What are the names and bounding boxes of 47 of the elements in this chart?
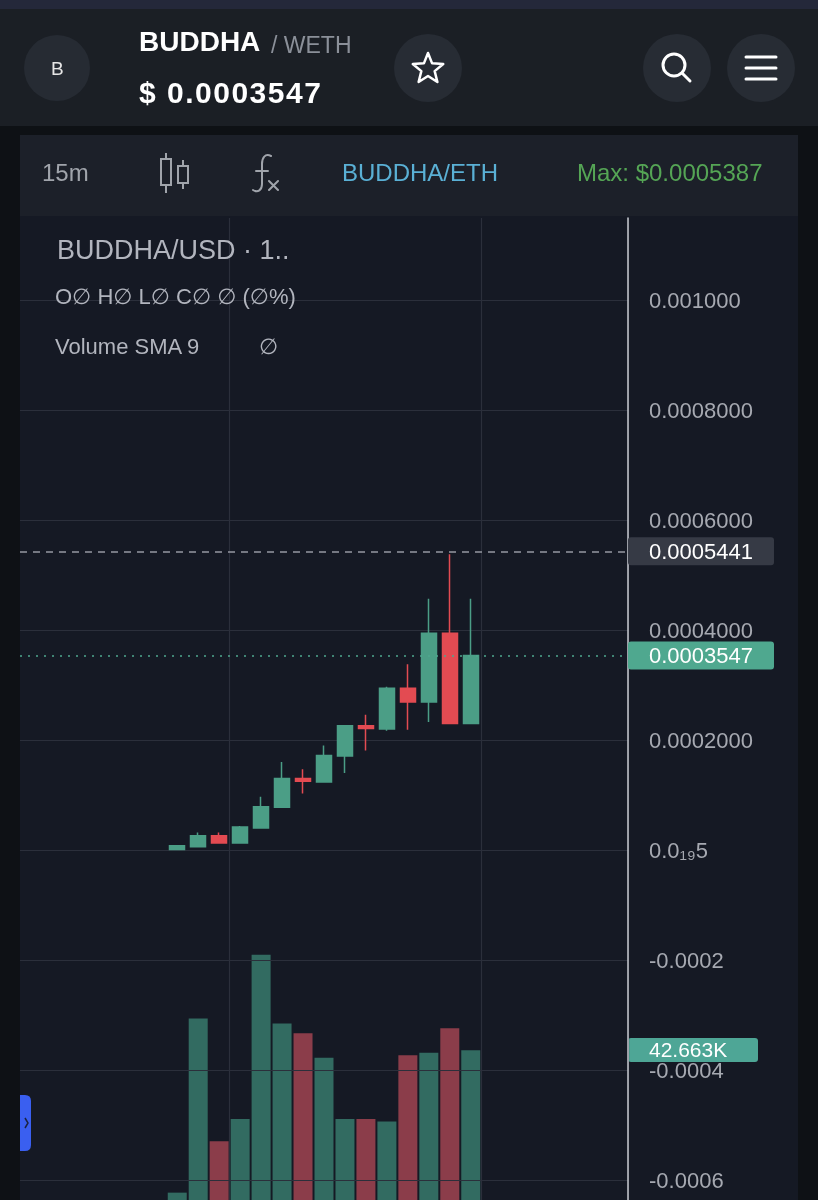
annotation: ∅ <box>259 334 279 360</box>
candlestick <box>399 663 417 731</box>
y-tick-label: 0.0₁₉5 <box>649 838 708 864</box>
candlestick <box>210 831 228 844</box>
bar <box>461 1050 481 1200</box>
bar <box>440 1028 460 1200</box>
bar <box>251 954 271 1200</box>
bar <box>377 1121 397 1200</box>
ref-line-label: 0.0003547 <box>649 643 753 669</box>
candlestick <box>336 725 354 774</box>
text: Max: $0.0005387 <box>577 158 763 186</box>
candlestick <box>357 714 375 752</box>
candlestick <box>315 744 333 783</box>
text: BUDDHA <box>139 26 261 58</box>
bar <box>209 1141 229 1200</box>
chart-title: Volume SMA 9 <box>55 334 200 360</box>
candlestick <box>378 685 396 732</box>
candlestick <box>441 553 459 725</box>
y-tick-label: -0.0002 <box>649 948 724 974</box>
bar <box>272 1023 292 1200</box>
text: BUDDHA/ETH <box>342 158 499 186</box>
bar <box>356 1119 376 1200</box>
text: 15m <box>42 158 89 186</box>
y-tick-label: 0.0006000 <box>649 508 753 534</box>
annotation: O∅ H∅ L∅ C∅ ∅ (∅%) <box>55 284 296 310</box>
y-tick-label: 0.0004000 <box>649 618 753 644</box>
candlestick <box>231 825 249 844</box>
bar <box>419 1052 439 1200</box>
y-tick-label: -0.0006 <box>649 1168 724 1194</box>
bar <box>167 1192 187 1200</box>
bar <box>188 1018 208 1200</box>
candlestick <box>294 768 312 795</box>
bar <box>398 1055 418 1200</box>
y-tick-label: 0.001000 <box>649 288 741 314</box>
candlestick <box>168 844 186 851</box>
candlestick <box>273 761 291 808</box>
ref-line-label: 0.0005441 <box>649 538 753 564</box>
bar <box>230 1119 250 1200</box>
bar <box>293 1033 313 1200</box>
text: / WETH <box>271 32 352 58</box>
y-tick-label: 0.0002000 <box>649 728 753 754</box>
y-tick-label: 0.0008000 <box>649 398 753 424</box>
text: B <box>51 57 64 79</box>
text: $ 0.0003547 <box>139 76 323 110</box>
candlestick <box>189 831 207 848</box>
candlestick <box>252 796 270 829</box>
text: BUDDHA/USD · 1.. <box>57 235 290 266</box>
